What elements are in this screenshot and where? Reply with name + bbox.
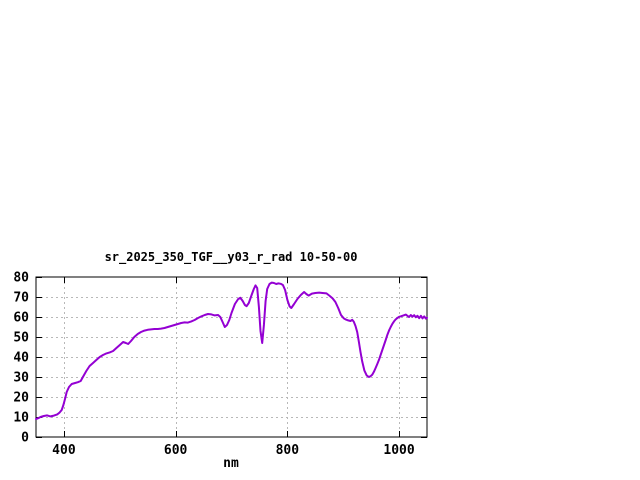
radiance-series-line [35, 281, 428, 420]
x-tick-label: 800 [276, 443, 300, 458]
x-tick-label: 1000 [383, 443, 414, 458]
y-tick-label: 30 [13, 371, 29, 386]
x-axis-label: nm [223, 456, 239, 471]
y-tick-label: 20 [13, 391, 29, 406]
y-tick-label: 60 [13, 311, 29, 326]
x-tick-label: 400 [52, 443, 76, 458]
y-tick-label: 70 [13, 291, 29, 306]
y-tick-label: 40 [13, 351, 29, 366]
x-tick-label: 600 [164, 443, 188, 458]
grid-lines [36, 277, 427, 437]
y-tick-label: 80 [13, 271, 29, 286]
spectral-curve [35, 281, 428, 420]
y-tick-label: 0 [21, 431, 29, 446]
chart-title: sr_2025_350_TGF__y03_r_rad 10-50-00 [105, 250, 358, 265]
y-tick-label: 10 [13, 411, 29, 426]
y-tick-label: 50 [13, 331, 29, 346]
axis-ticks [36, 277, 427, 438]
tick-labels: 400 600 800 1000 0 10 20 30 40 50 60 70 80 [13, 271, 415, 459]
